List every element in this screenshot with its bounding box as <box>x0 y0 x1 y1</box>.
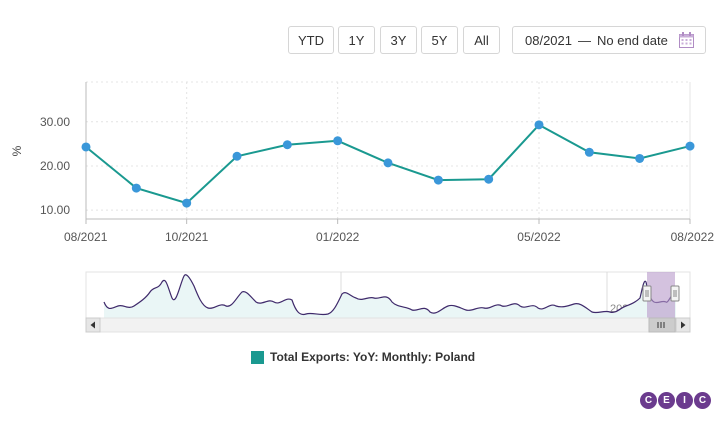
navigator-handle-left[interactable] <box>642 285 652 302</box>
grid-layer <box>85 81 691 219</box>
data-point <box>635 153 645 163</box>
data-point <box>333 136 343 146</box>
navigator-area <box>104 274 676 318</box>
range-button-all[interactable]: All <box>463 26 500 54</box>
navigator-line <box>103 274 677 316</box>
data-point <box>81 142 91 152</box>
data-point <box>685 141 695 151</box>
scrollbar-thumb[interactable] <box>648 317 676 333</box>
range-button-1y[interactable]: 1Y <box>338 26 375 54</box>
grip-icon <box>657 322 665 328</box>
arrow-left-icon <box>90 321 95 329</box>
range-button-ytd[interactable]: YTD <box>288 26 334 54</box>
navigator-selection[interactable] <box>647 272 675 318</box>
logo-letter: C <box>694 392 711 409</box>
data-point <box>232 151 242 161</box>
navigator[interactable]: 2010 2020 <box>0 262 722 352</box>
y-tick-label: 10.00 <box>40 203 70 217</box>
scroll-right-button[interactable] <box>675 317 691 333</box>
series-layer <box>81 120 695 208</box>
navigator-handle-right[interactable] <box>670 285 680 302</box>
x-tick-label: 08/2022 <box>671 230 715 244</box>
date-range-start: 08/2021 <box>525 32 572 48</box>
x-tick-label: 08/2021 <box>64 230 108 244</box>
data-point <box>182 198 192 208</box>
arrow-right-icon <box>681 321 686 329</box>
y-tick-label: 20.00 <box>40 159 70 173</box>
legend-swatch <box>251 350 264 364</box>
x-tick-label: 01/2022 <box>316 230 360 244</box>
main-chart: 10.00 20.00 30.00 08/2021 10/2021 01/2022 05/2… <box>10 81 714 244</box>
scroll-left-button[interactable] <box>85 317 101 333</box>
data-point <box>484 174 494 184</box>
scrollbar-track[interactable] <box>85 317 691 333</box>
logo-letter: E <box>658 392 675 409</box>
date-range-end: No end date <box>597 32 668 48</box>
data-point <box>383 158 393 168</box>
range-button-5y[interactable]: 5Y <box>421 26 458 54</box>
logo-letter: C <box>640 392 657 409</box>
logo-letter: I <box>676 392 693 409</box>
calendar-icon[interactable] <box>679 32 694 51</box>
date-range-separator: — <box>578 32 591 48</box>
legend-label: Total Exports: YoY: Monthly: Poland <box>270 350 476 364</box>
x-tick-label: 05/2022 <box>517 230 561 244</box>
y-tick-label: 30.00 <box>40 115 70 129</box>
data-point <box>131 183 141 193</box>
y-axis-label: % <box>10 145 24 156</box>
data-point <box>534 120 544 130</box>
data-point <box>282 140 292 150</box>
data-point <box>584 147 594 157</box>
range-button-3y[interactable]: 3Y <box>380 26 417 54</box>
axis-layer: 10.00 20.00 30.00 08/2021 10/2021 01/2022 05/2… <box>40 82 714 244</box>
date-range-picker[interactable]: 08/2021 — No end date <box>512 26 706 54</box>
data-point <box>433 175 443 185</box>
legend[interactable]: Total Exports: YoY: Monthly: Poland <box>251 350 475 364</box>
x-tick-label: 10/2021 <box>165 230 209 244</box>
ceic-logo: C E I C <box>640 392 711 409</box>
